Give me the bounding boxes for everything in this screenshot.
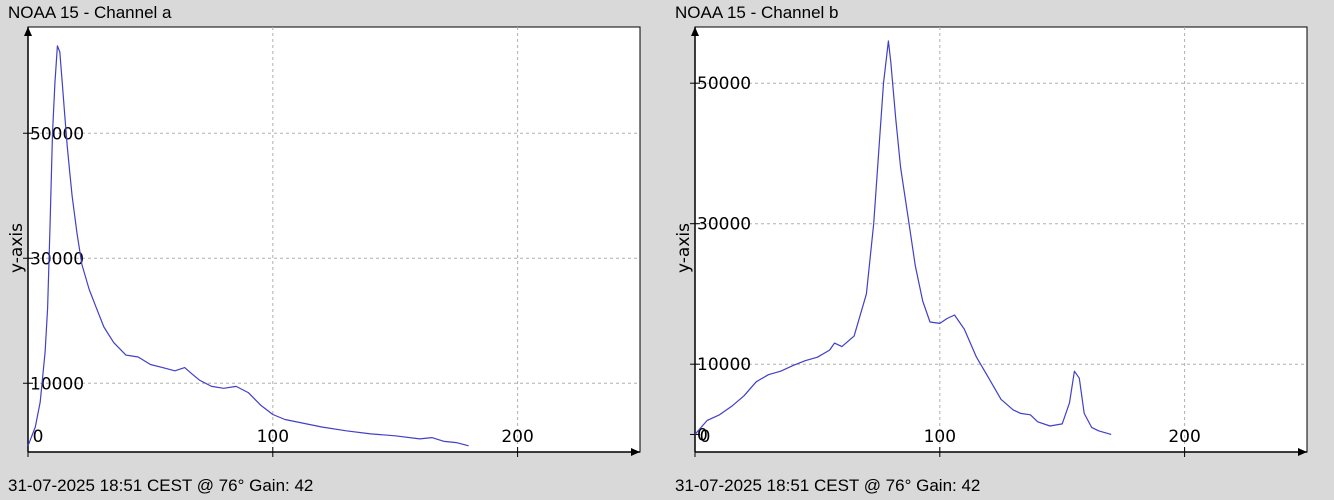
chart-panel-a: NOAA 15 - Channel a 0 100 200 10000 30000 500… (7, 3, 641, 495)
y-tick-label: 10000 (30, 374, 84, 394)
plot-area (27, 26, 641, 453)
x-tick-label: 100 (257, 427, 289, 447)
axes (23, 27, 640, 457)
x-tick-label: 200 (501, 427, 533, 447)
x-tick-label: 100 (924, 427, 956, 447)
axes (690, 27, 1307, 457)
status-footer: 31-07-2025 18:51 CEST @ 76° Gain: 42 (675, 476, 981, 495)
y-axis-label: y-axis (7, 223, 27, 273)
chart-title: NOAA 15 - Channel a (8, 3, 172, 22)
x-tick-label: 0 (700, 427, 711, 447)
y-axis-arrow (691, 27, 699, 36)
chart-plot-svg: 0 100 200 10000 30000 50000 y-axis (7, 26, 641, 457)
x-axis-arrow (631, 448, 640, 456)
status-footer: 31-07-2025 18:51 CEST @ 76° Gain: 42 (8, 476, 314, 495)
y-tick-label: 10000 (697, 355, 751, 375)
series-group (27, 45, 469, 447)
y-tick-label: 30000 (30, 249, 84, 269)
tick-labels: 0 100 200 10000 30000 50000 (30, 124, 534, 447)
series-line (27, 45, 469, 447)
y-tick-label: 50000 (697, 74, 751, 94)
series-line (694, 40, 1112, 435)
series-group (694, 40, 1112, 435)
y-tick-label: 0 (697, 425, 708, 445)
plot-area (694, 26, 1308, 453)
gridlines (28, 27, 640, 452)
y-tick-label: 30000 (697, 215, 751, 235)
y-axis-arrow (24, 27, 32, 36)
x-tick-label: 200 (1168, 427, 1200, 447)
chart-title: NOAA 15 - Channel b (675, 3, 839, 22)
y-tick-label: 50000 (30, 124, 84, 144)
x-axis-arrow (1298, 448, 1307, 456)
chart-panel-b: NOAA 15 - Channel b 0 100 200 0 10000 30000 50… (667, 0, 1334, 500)
x-tick-label: 0 (33, 427, 44, 447)
y-axis-label: y-axis (674, 223, 694, 273)
